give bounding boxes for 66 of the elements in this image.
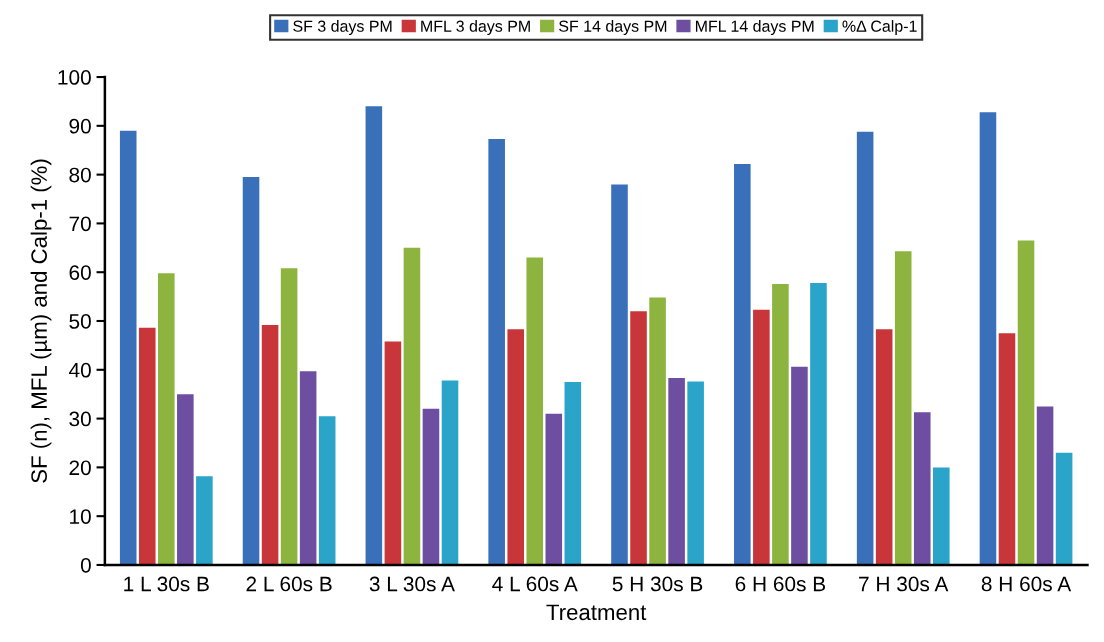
bar: [119, 130, 137, 565]
bar: [649, 297, 666, 565]
bar: [630, 311, 647, 565]
bar: [441, 380, 459, 565]
bar: [979, 112, 997, 565]
x-tick-label: 6 H 60s B: [735, 576, 826, 592]
bar: [810, 282, 827, 565]
y-tick-label: 80: [69, 167, 91, 183]
y-axis-title: SF (n), MFL (µm) and Calp-1 (%): [30, 159, 52, 483]
bar: [365, 106, 383, 565]
bar: [242, 177, 260, 565]
bar: [611, 184, 628, 565]
y-tick-label: 40: [68, 362, 91, 378]
x-tick-label: 4 L 60s A: [492, 576, 578, 592]
bar: [894, 251, 912, 565]
bar: [932, 467, 950, 565]
x-axis-title: Treatment: [546, 604, 647, 621]
legend-label: SF 14 days PM: [559, 20, 667, 35]
y-tick-label: 70: [69, 216, 91, 232]
y-tick-label: 30: [69, 411, 91, 427]
y-tick-label: 20: [69, 460, 91, 476]
bar: [488, 139, 505, 565]
bar: [753, 309, 770, 565]
bar: [403, 247, 421, 565]
bar: [138, 327, 156, 565]
x-tick-label: 1 L 30s B: [124, 576, 209, 592]
bar: [856, 131, 874, 565]
bar: [422, 408, 440, 565]
bar: [318, 416, 336, 565]
bar: [1017, 240, 1035, 565]
y-tick-label: 100: [58, 70, 91, 85]
bar: [261, 324, 279, 565]
bar: [564, 381, 582, 565]
legend-label: MFL 3 days PM: [421, 20, 530, 35]
y-tick-label: 60: [69, 265, 91, 280]
x-tick-label: 5 H 30s B: [612, 576, 703, 592]
y-tick-label: 50: [69, 314, 91, 329]
bar: [526, 257, 544, 565]
x-tick-label: 3 L 30s A: [369, 576, 455, 592]
legend-label: MFL 14 days PM: [695, 20, 814, 35]
x-tick-label: 8 H 60s A: [981, 576, 1072, 592]
legend-label: SF 3 days PM: [293, 20, 392, 35]
y-tick-label: 10: [70, 509, 91, 524]
x-tick-label: 2 L 60s B: [246, 576, 332, 592]
bar: [158, 273, 175, 565]
y-tick-label: 0: [80, 557, 91, 573]
bar: [668, 378, 685, 565]
bar: [177, 394, 194, 565]
bar: [384, 341, 402, 565]
bar: [196, 476, 213, 565]
y-tick-label: 90: [69, 118, 91, 134]
bar: [913, 412, 931, 565]
bar: [791, 366, 808, 565]
bar: [875, 329, 893, 565]
bar: [1036, 406, 1054, 565]
bar: [734, 163, 751, 565]
bar: [280, 268, 298, 565]
x-tick-label: 7 H 30s A: [859, 576, 949, 592]
bar: [687, 381, 704, 565]
bar: [1055, 452, 1073, 565]
bar: [507, 329, 524, 565]
bar: [998, 333, 1016, 565]
bar: [545, 413, 563, 565]
bar: [299, 371, 317, 565]
legend-label: %Δ Calp-1: [842, 20, 917, 35]
bar: [772, 283, 789, 565]
